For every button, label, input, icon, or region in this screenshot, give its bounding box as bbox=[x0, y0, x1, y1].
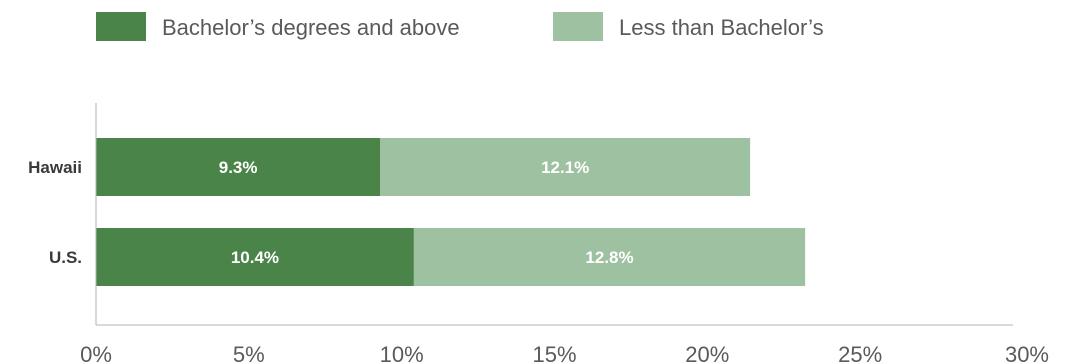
legend-label: Less than Bachelor’s bbox=[619, 15, 824, 40]
x-tick-label: 20% bbox=[685, 342, 729, 364]
bar-segment bbox=[380, 138, 751, 196]
legend-label: Bachelor’s degrees and above bbox=[162, 15, 460, 40]
x-tick-label: 5% bbox=[233, 342, 265, 364]
x-tick-label: 15% bbox=[532, 342, 576, 364]
data-label: 9.3% bbox=[219, 158, 258, 177]
x-tick-label: 30% bbox=[1005, 342, 1049, 364]
data-label: 12.8% bbox=[585, 248, 633, 267]
x-tick-label: 10% bbox=[380, 342, 424, 364]
x-tick-label: 0% bbox=[80, 342, 112, 364]
data-label: 10.4% bbox=[231, 248, 279, 267]
bar-segment bbox=[96, 228, 414, 286]
bars: 9.3% 12.1% 10.4% 12.8% bbox=[96, 138, 806, 286]
bar-segment bbox=[96, 138, 381, 196]
axes: Hawaii U.S. 0% 5% 10% 15% 20% 25% 30% bbox=[28, 103, 1049, 364]
category-label: Hawaii bbox=[28, 158, 82, 177]
legend-swatch bbox=[553, 12, 603, 41]
legend: Bachelor’s degrees and above Less than Ba… bbox=[96, 12, 824, 41]
x-tick-label: 25% bbox=[838, 342, 882, 364]
category-label: U.S. bbox=[49, 248, 82, 267]
legend-swatch bbox=[96, 12, 146, 41]
data-label: 12.1% bbox=[541, 158, 589, 177]
bar-segment bbox=[413, 228, 806, 286]
